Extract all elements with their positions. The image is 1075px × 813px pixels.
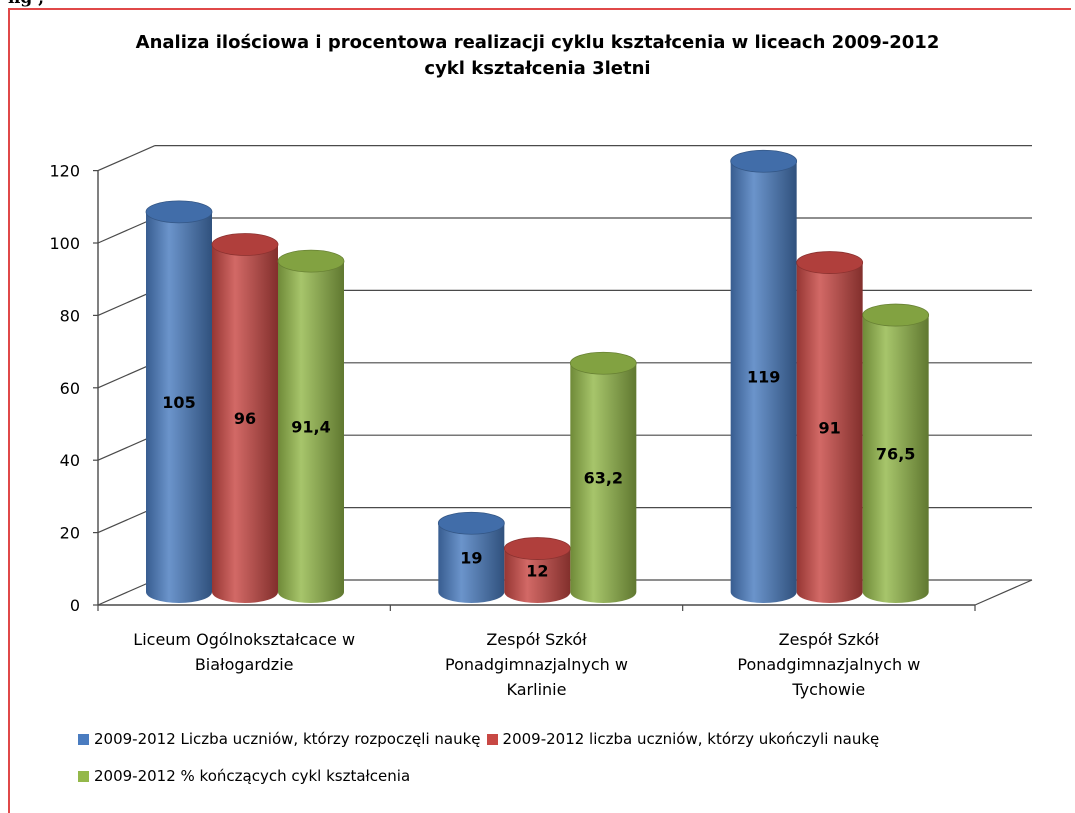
legend-item-series-3: 2009-2012 % kończących cykl kształcenia [78, 767, 410, 785]
y-tick-label: 60 [60, 379, 80, 398]
bar-body-s3-c1 [278, 261, 344, 603]
bar-body-s1-c1 [146, 211, 212, 603]
bar-body-s1-c3 [730, 161, 797, 603]
bar-top-s2-c3 [796, 251, 864, 274]
x-category-label: Ponadgimnazjalnych w [445, 655, 628, 674]
bar-top-s1-c1 [145, 200, 213, 224]
data-label-s2-c2: 12 [526, 561, 548, 580]
data-label-s1-c3: 119 [747, 368, 780, 387]
chart-subtitle: cykl kształcenia 3letni [424, 58, 651, 79]
data-label-s3-c1: 91,4 [291, 418, 330, 437]
chart-title: Analiza ilościowa i procentowa realizacj… [135, 32, 940, 53]
header-fragment: ng , [8, 0, 44, 8]
bar-top-s3-c2 [569, 351, 637, 375]
x-category-label: Tychowie [791, 680, 865, 699]
data-label-s1-c2: 19 [460, 549, 482, 568]
bar-body-s2-c2 [504, 548, 571, 603]
data-label-s2-c1: 96 [234, 409, 256, 428]
bar-top-s1-c3 [730, 149, 798, 173]
legend-swatch-series-1 [78, 733, 89, 745]
data-label-s3-c2: 63,2 [584, 469, 623, 488]
legend-label-series-1: 2009-2012 Liczba uczniów, którzy rozpocz… [94, 730, 481, 748]
legend-item-series-1: 2009-2012 Liczba uczniów, którzy rozpocz… [78, 730, 481, 748]
gridline-side [97, 217, 156, 244]
x-category-label: Ponadgimnazjalnych w [737, 655, 920, 674]
x-category-label: Liceum Ogólnokształcace w [133, 630, 355, 649]
chart-frame [8, 8, 1071, 813]
legend-item-series-2: 2009-2012 liczba uczniów, którzy ukończy… [486, 730, 880, 748]
bar-body-s1-c2 [438, 523, 505, 603]
gridline-side [97, 289, 156, 316]
y-tick-label: 120 [49, 162, 80, 181]
bar-top-s3-c3 [862, 303, 930, 327]
bar-top-s3-c1 [277, 249, 345, 273]
gridline-side [97, 579, 156, 606]
legend-swatch-series-3 [78, 770, 89, 782]
y-tick-label: 40 [60, 451, 80, 470]
data-label-s3-c3: 76,5 [876, 445, 915, 464]
bar-body-s3-c2 [570, 363, 637, 603]
legend-row-2: 2009-2012 % kończących cykl kształcenia [78, 767, 416, 785]
y-tick-label: 20 [60, 524, 80, 543]
y-tick-label: 0 [70, 596, 80, 615]
gridline-side [97, 145, 156, 172]
bar-body-s2-c3 [796, 262, 863, 603]
legend-row-1: 2009-2012 Liczba uczniów, którzy rozpocz… [78, 730, 885, 748]
bar-top-s1-c2 [437, 511, 505, 535]
gridline-side [97, 362, 156, 389]
data-label-s1-c1: 105 [162, 393, 195, 412]
x-category-label: Zespół Szkół [779, 630, 880, 649]
y-tick-label: 100 [49, 234, 80, 253]
bar-top-s2-c2 [503, 537, 571, 560]
x-category-label: Karlinie [507, 680, 567, 699]
y-tick-label: 80 [60, 306, 80, 325]
x-category-label: Zespół Szkół [486, 630, 587, 649]
bar-body-s3-c3 [862, 315, 929, 603]
bar-body-s2-c1 [212, 244, 278, 604]
data-label-s2-c3: 91 [819, 418, 841, 437]
legend-label-series-3: 2009-2012 % kończących cykl kształcenia [94, 767, 411, 785]
bar-top-s2-c1 [211, 233, 279, 256]
x-category-label: Białogardzie [195, 655, 294, 674]
legend-label-series-2: 2009-2012 liczba uczniów, którzy ukończy… [502, 730, 880, 748]
legend-swatch-series-2 [486, 733, 498, 745]
floor-edge-right [974, 579, 1033, 606]
gridline-side [97, 507, 156, 534]
gridline-side [97, 434, 156, 461]
